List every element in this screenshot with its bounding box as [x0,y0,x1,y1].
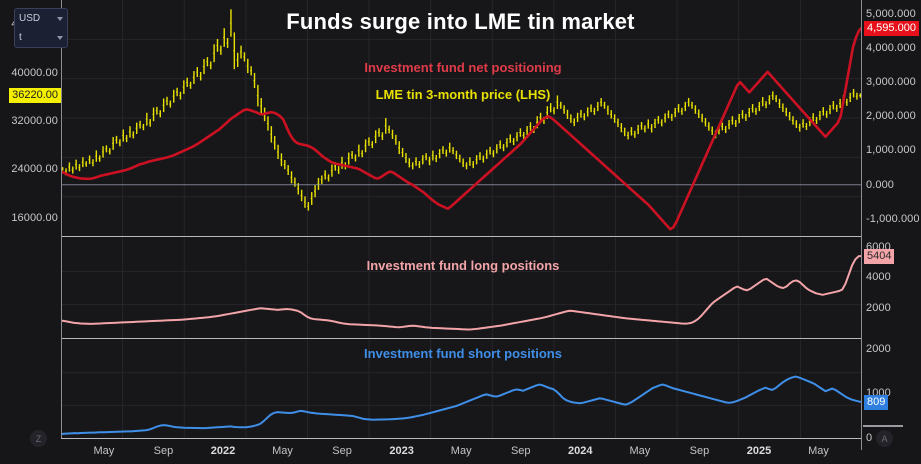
x-axis-tick-6: May [450,445,472,457]
left-axis-price-badge[interactable]: 36220.00 [9,88,61,104]
long-axis-value-badge[interactable]: 5404 [864,249,895,265]
left-axis-tick-2: 32000.00 [11,115,58,128]
right-axis-tick-2: 3,000.000 [866,76,916,89]
page-title: Funds surge into LME tin market [286,9,635,34]
currency-selector[interactable]: USD [15,9,67,28]
left-axis-tick-1: 40000.00 [11,66,58,79]
short-panel-plot [61,340,862,438]
scroll-indicator[interactable] [863,425,903,427]
short-axis-tick-2: 0 [866,432,873,444]
annotation-short-positions: Investment fund short positions [364,346,562,361]
x-axis-tick-4: Sep [332,445,352,457]
unit-selector[interactable]: t [15,28,67,47]
right-axis-tick-6: -1,000.000 [866,212,920,225]
annotation-price: LME tin 3-month price (LHS) [375,87,551,102]
right-axis-net-badge[interactable]: 4,595.000 [864,20,919,36]
right-axis-tick-4: 1,000.000 [866,144,916,157]
annotation-net-positioning: Investment fund net positioning [364,60,562,75]
x-axis-tick-10: Sep [689,445,710,457]
x-axis-tick-7: Sep [510,445,531,457]
annotation-long-positions: Investment fund long positions [366,258,560,273]
x-axis-tick-1: Sep [153,445,174,457]
panel-separator-1 [61,236,862,237]
left-axis-tick-4: 16000.00 [11,211,58,224]
x-axis-tick-2: 2022 [210,445,236,457]
chevron-down-icon [57,16,63,21]
x-axis-tick-8: 2024 [568,445,593,457]
unit-selector-panel[interactable]: USD t [14,8,68,48]
x-axis-tick-11: 2025 [746,445,772,457]
right-axis-tick-3: 2,000.000 [866,110,916,123]
right-axis-spine [861,0,862,450]
short-axis-value-badge[interactable]: 809 [864,394,889,410]
x-axis-tick-3: May [272,445,293,457]
x-axis-tick-5: 2023 [389,445,414,457]
short-axis-tick-0: 2000 [866,342,891,355]
long-panel-plot [61,238,862,338]
x-axis-tick-0: May [93,445,115,457]
right-axis-tick-1: 4,000.000 [866,41,916,54]
panel-separator-2 [61,338,862,339]
left-axis-tick-3: 24000.00 [11,163,58,176]
long-axis-tick-1: 4000 [866,271,891,284]
main-price-panel [61,0,862,236]
unit-selector-value: t [19,32,22,43]
currency-selector-value: USD [19,13,41,24]
zoom-reset-button[interactable]: Z [30,430,47,447]
long-axis-tick-2: 2000 [866,301,891,314]
right-axis-tick-5: 0.000 [866,178,895,191]
main-panel-plot [61,0,862,236]
x-axis: May Sep 2022 May Sep 2023 May Sep 2024 May Sep 2025… [0,438,921,464]
x-axis-tick-12: May [808,445,829,457]
auto-scale-button[interactable]: A [876,430,893,447]
short-positions-panel [61,340,862,438]
right-axis-tick-0: 5,000.000 [866,7,916,20]
left-axis-spine [61,0,62,438]
long-positions-panel [61,238,862,338]
panel-separator-3 [61,438,862,439]
x-axis-tick-9: May [629,445,651,457]
chevron-down-icon [57,35,63,40]
